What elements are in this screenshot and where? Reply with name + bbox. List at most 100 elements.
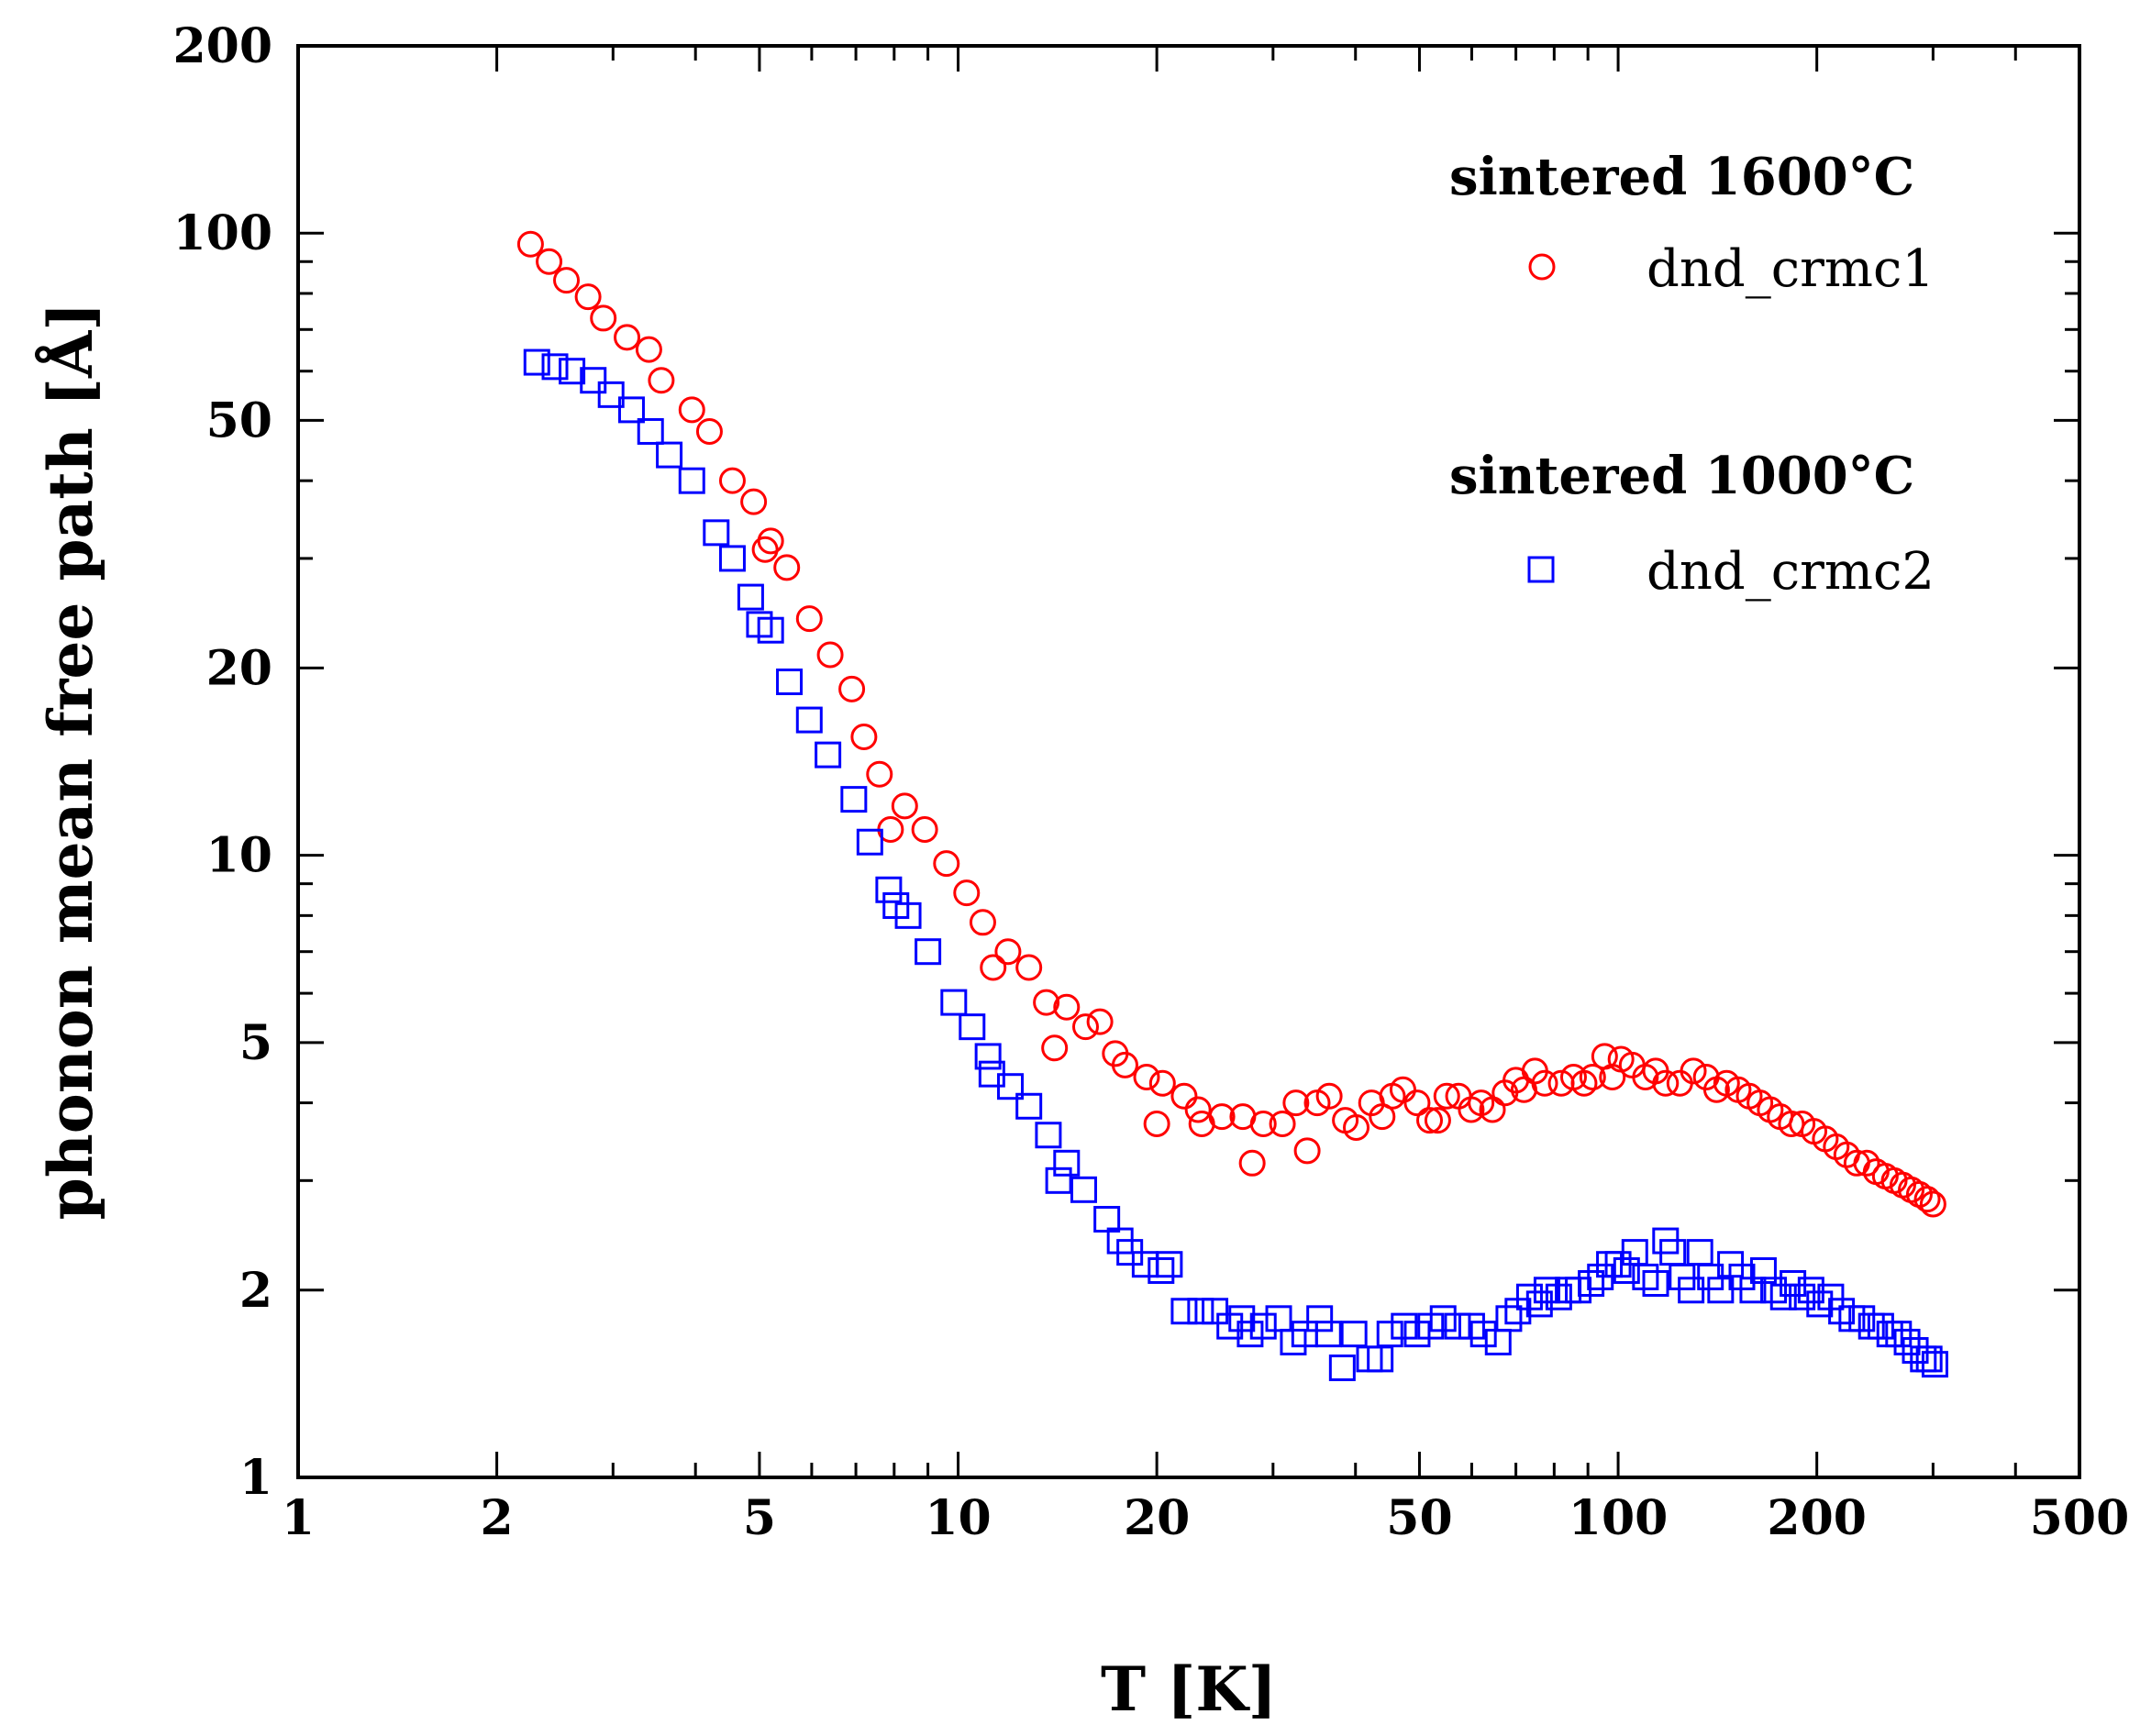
plot-frame [296,44,2081,1479]
legend-label-dnd-crmc1: dnd_crmc1 [1647,239,1935,299]
y-tick-label: 2 [239,1263,272,1319]
x-tick-label: 50 [1386,1490,1452,1546]
dnd_crmc1-point [635,336,662,363]
dnd_crmc2-point [894,901,922,929]
dnd_crmc2-point [1202,1298,1229,1325]
dnd_crmc2-point [795,706,823,734]
dnd_crmc2-point [1148,1256,1175,1284]
dnd_crmc1-point [911,816,938,844]
dnd_crmc2-point [1469,1321,1497,1348]
legend-label-dnd-crmc2: dnd_crmc2 [1647,542,1935,602]
x-tick-label: 200 [1767,1490,1867,1546]
dnd_crmc2-point [1170,1298,1198,1325]
axis-tick-labels: 1 2 5 10 20 50 100 200 500 1 2 5 10 20 50 100 200 [172,18,2129,1546]
dnd_crmc2-point [1035,1122,1062,1149]
dnd_crmc1-point [1238,1149,1266,1177]
data-markers [516,230,1948,1382]
dnd_crmc1-point [1208,1103,1236,1131]
x-tick-label: 20 [1124,1490,1190,1546]
dnd_crmc1-point [866,760,893,788]
dnd_crmc2-point [1515,1283,1543,1310]
dnd_crmc1-point [1315,1082,1343,1110]
dnd_crmc1-point [678,396,705,424]
dnd_crmc1-point [740,488,768,515]
dnd_crmc2-point [815,741,842,768]
dnd_crmc2-point [1545,1283,1572,1310]
dnd_crmc2-point [617,396,645,424]
dnd_crmc1-point [933,850,960,878]
dnd_crmc2-point [541,353,569,381]
dnd_crmc1-point [1680,1057,1707,1085]
dnd_crmc2-point [1228,1305,1256,1332]
dnd_crmc2-point [1921,1351,1948,1378]
dnd_crmc2-point [1403,1321,1431,1348]
dnd_crmc2-point [678,467,705,494]
y-tick-label: 200 [172,18,272,74]
dnd_crmc2-point [1249,1312,1277,1340]
dnd_crmc2-point [1876,1321,1903,1348]
dnd_crmc2-point [523,348,550,376]
dnd_crmc2-point [1769,1283,1797,1310]
dnd_crmc1-point [1666,1069,1693,1097]
dnd_crmc2-point [1797,1277,1824,1304]
dnd_crmc1-point [838,675,866,702]
dnd_crmc2-point [1893,1328,1921,1355]
dnd_crmc1-point [1071,1013,1099,1041]
dnd_crmc1-point [1343,1114,1370,1142]
dnd_crmc2-point [974,1043,1002,1070]
dnd_crmc2-point [997,1073,1025,1100]
x-tick-label: 5 [743,1490,776,1546]
dnd_crmc2-point [776,669,804,696]
dnd_crmc2-point [703,519,730,547]
dnd_crmc1-point [1133,1063,1160,1090]
dnd_crmc2-point [1328,1355,1356,1382]
dnd_crmc1-point [648,367,675,394]
dnd_crmc2-point [1429,1305,1457,1332]
dnd_crmc1-point [891,792,918,820]
dnd_crmc2-point [597,381,625,408]
dnd_crmc2-point [940,989,968,1016]
dnd_crmc1-point [574,283,602,311]
dnd_crmc1-point [1479,1096,1506,1123]
legend-heading-1600: sintered 1600°C [1449,147,1914,207]
dnd_crmc2-point [1749,1256,1777,1284]
dnd_crmc1-point [1170,1082,1198,1110]
dnd_crmc2-point [1314,1321,1342,1348]
dnd_crmc1-point [516,230,544,258]
dnd_crmc2-point [1686,1239,1713,1266]
dnd_crmc2-point [1789,1283,1816,1310]
dnd_crmc2-point [1867,1312,1894,1340]
dnd_crmc2-point [1376,1321,1403,1348]
dnd_crmc1-point [850,723,878,750]
dnd_crmc1-point [1579,1063,1606,1090]
dnd_crmc1-point [536,248,563,275]
dnd_crmc2-point [1053,1149,1081,1177]
dnd_crmc1-point [1919,1190,1946,1218]
dnd_crmc2-point [1306,1305,1334,1332]
dnd_crmc2-point [1340,1321,1368,1348]
dnd_crmc2-point [580,367,607,394]
dnd_crmc1-point [1570,1069,1598,1097]
dnd_crmc1-point [1249,1111,1277,1138]
x-tick-label: 500 [2030,1490,2129,1546]
dnd_crmc2-point [1613,1256,1640,1284]
dnd_crmc1-point [1033,989,1060,1016]
y-tick-label: 20 [206,640,272,696]
dnd_crmc1-point [953,879,981,907]
y-tick-label: 5 [239,1015,272,1071]
dnd_crmc1-point [994,938,1022,966]
dnd_crmc1-point [757,527,784,555]
y-tick-label: 50 [206,393,272,448]
dnd_crmc1-point [1184,1096,1212,1123]
y-axis-title: phonon mean free path [Å] [35,303,106,1221]
dnd_crmc1-point [1853,1149,1880,1177]
dnd_crmc1-point [1913,1186,1941,1213]
dnd_crmc2-point [1760,1277,1788,1304]
dnd_crmc2-point [959,1013,986,1041]
dnd_crmc1-point [590,304,617,332]
dnd_crmc1-point [1531,1069,1558,1097]
dnd_crmc1-point [1416,1107,1444,1134]
dnd_crmc1-point [1652,1069,1680,1097]
legend-heading-1000: sintered 1000°C [1449,446,1914,506]
y-tick-label: 1 [239,1450,272,1506]
